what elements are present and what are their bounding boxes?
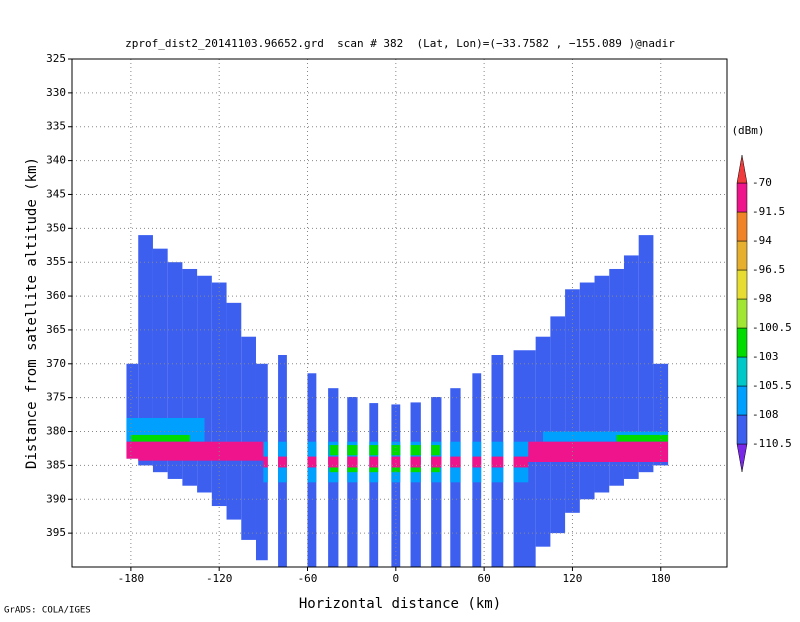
colorbar-swatch: [736, 154, 748, 184]
column-cell: [410, 402, 421, 567]
x-tick-label: 180: [651, 572, 671, 585]
layer-cell: [329, 445, 440, 456]
colorbar-swatch: [736, 443, 748, 473]
colorbar-label: -70: [752, 176, 772, 189]
column-cell: [226, 302, 242, 520]
plot-frame: [71, 58, 728, 568]
x-tick-label: 0: [393, 572, 400, 585]
column-cell: [369, 403, 379, 567]
chart-title: zprof_dist2_20141103.96652.grd scan # 38…: [125, 37, 675, 50]
colorbar-label: (dBm): [731, 124, 764, 137]
x-tick-label: 120: [563, 572, 583, 585]
colorbar-swatch: [736, 414, 748, 445]
colorbar-label: -105.5: [752, 379, 792, 392]
layer-cell: [616, 434, 669, 442]
x-tick-label: 60: [478, 572, 491, 585]
colorbar-swatch: [736, 269, 748, 300]
column-cell: [638, 235, 654, 473]
y-tick-label: 355: [46, 255, 66, 268]
column-cell: [255, 363, 268, 561]
column-cell: [579, 282, 595, 500]
colorbar-label: -96.5: [752, 263, 785, 276]
y-tick-label: 325: [46, 52, 66, 65]
layer-cell: [543, 431, 669, 442]
layer-cell: [263, 456, 529, 468]
x-tick-label: -180: [118, 572, 145, 585]
column-cell: [241, 336, 256, 540]
colorbar-swatch: [736, 211, 748, 242]
y-tick-label: 345: [46, 187, 66, 200]
colorbar-swatch: [736, 385, 748, 416]
x-axis-label: Horizontal distance (km): [299, 596, 501, 612]
column-cell: [623, 255, 639, 479]
colorbar-label: -103: [752, 350, 779, 363]
y-tick-label: 360: [46, 289, 66, 302]
x-tick-label: -60: [298, 572, 318, 585]
colorbar-label: -91.5: [752, 205, 785, 218]
column-cell: [138, 235, 153, 466]
x-tick-label: -120: [206, 572, 233, 585]
column-cell: [550, 316, 566, 534]
column-cell: [126, 363, 139, 459]
column-cell: [391, 404, 401, 567]
colorbar-swatch: [736, 356, 748, 387]
y-tick-label: 340: [46, 154, 66, 167]
field: [126, 235, 669, 567]
column-cell: [152, 248, 168, 473]
layer-cell: [130, 434, 190, 442]
colorbar-swatch: [736, 182, 748, 213]
y-tick-label: 390: [46, 492, 66, 505]
colorbar-label: -110.5: [752, 437, 792, 450]
y-tick-label: 365: [46, 323, 66, 336]
layer-cell: [329, 467, 440, 473]
colorbar-label: -94: [752, 234, 772, 247]
y-tick-label: 395: [46, 526, 66, 539]
y-axis-label: Distance from satellite altitude (km): [24, 157, 40, 469]
colorbar-label: -108: [752, 408, 779, 421]
colorbar-swatch: [736, 327, 748, 358]
column-cell: [211, 282, 227, 507]
layer-cell: [126, 441, 264, 461]
y-tick-label: 375: [46, 391, 66, 404]
y-tick-label: 335: [46, 120, 66, 133]
colorbar-swatch: [736, 298, 748, 329]
colorbar-label: -100.5: [752, 321, 792, 334]
y-tick-label: 350: [46, 221, 66, 234]
y-tick-label: 385: [46, 458, 66, 471]
layer-cell: [528, 441, 669, 463]
colorbar-label: -98: [752, 292, 772, 305]
footer: GrADS: COLA/IGES: [4, 606, 91, 616]
y-tick-label: 370: [46, 357, 66, 370]
y-tick-label: 380: [46, 425, 66, 438]
y-tick-label: 330: [46, 86, 66, 99]
colorbar-swatch: [736, 240, 748, 271]
